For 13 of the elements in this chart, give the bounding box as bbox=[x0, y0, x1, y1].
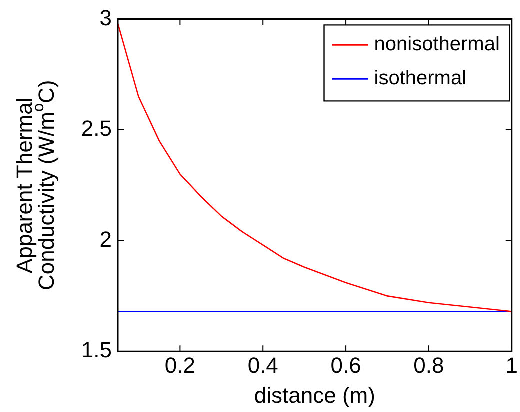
y-tick-label: 1.5 bbox=[81, 338, 112, 363]
y-tick-label: 3 bbox=[100, 5, 112, 30]
legend-label: isothermal bbox=[374, 68, 467, 90]
x-tick-label: 0.2 bbox=[164, 352, 196, 378]
x-tick-label: 0.4 bbox=[248, 352, 278, 378]
legend-label: nonisothermal bbox=[374, 34, 500, 56]
x-axis-title: distance (m) bbox=[254, 383, 376, 408]
x-tick-label: 0.6 bbox=[330, 352, 362, 378]
x-tick-label: 0.8 bbox=[414, 352, 444, 378]
y-tick-label: 2 bbox=[100, 226, 112, 252]
x-tick-label: 1 bbox=[506, 352, 518, 378]
y-axis-title: Apparent Thermal Conductivity (W/moC) bbox=[12, 80, 60, 291]
y-tick-label: 2.5 bbox=[81, 116, 112, 142]
